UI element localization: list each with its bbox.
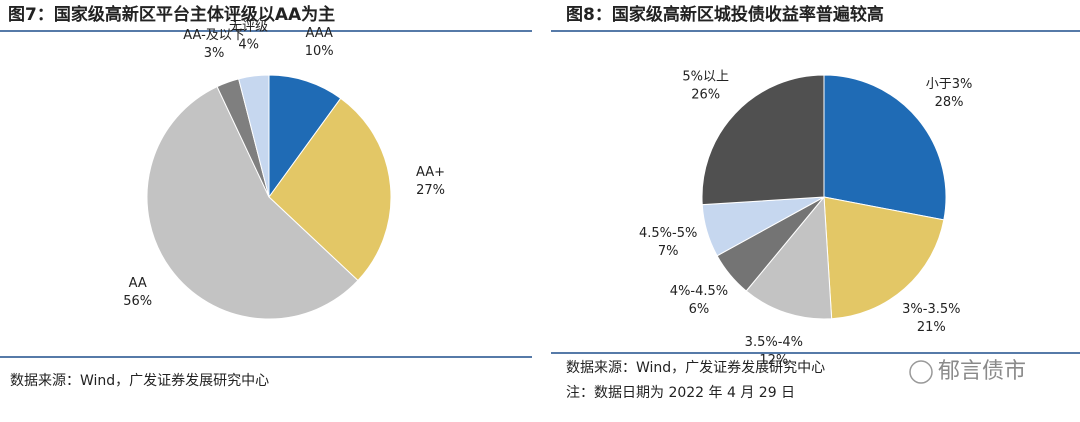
slice-label: AA+ [416,165,445,180]
pie-slice [268,74,342,199]
value-label: 28% [935,95,964,110]
value-label: 26% [691,87,720,102]
slice-label: 3%-3.5% [902,302,960,317]
value-label: 3% [204,46,225,61]
slice-label: AA-及以下 [183,28,245,43]
pie-slice [823,74,947,221]
slice-label: 5%以上 [682,69,729,84]
value-label: 27% [416,183,445,198]
slice-label: AAA [305,26,333,41]
value-label: 10% [305,44,334,59]
pie-slice [745,195,833,320]
pie-slice [238,74,270,198]
source-note: 数据来源：Wind，广发证券发展研究中心 [566,360,825,376]
value-label: 56% [123,294,152,309]
source-note: 数据来源：Wind，广发证券发展研究中心 [10,373,269,389]
value-label: 6% [689,302,710,317]
slice-label: 无评级 [229,20,268,35]
value-label: 4% [238,38,259,53]
slice-label: 4.5%-5% [639,226,697,241]
pie-slice [146,85,359,320]
value-label: 21% [917,320,946,335]
watermark: 郁言债市 [938,359,1026,384]
value-label: 12% [759,353,788,368]
pie-slice [701,74,825,206]
slice-label: AA [129,276,147,291]
pie-slice [268,97,392,282]
chart-title: 图7：国家级高新区平台主体评级以AA为主 [8,4,335,25]
value-label: 7% [658,244,679,259]
slice-label: 小于3% [926,77,973,92]
pie-slice [823,196,945,320]
date-note: 注：数据日期为 2022 年 4 月 29 日 [566,385,795,401]
watermark-icon [909,360,933,384]
slice-label: 3.5%-4% [745,335,803,350]
slice-label: 4%-4.5% [670,284,728,299]
chart-title: 图8：国家级高新区城投债收益率普遍较高 [566,4,884,25]
